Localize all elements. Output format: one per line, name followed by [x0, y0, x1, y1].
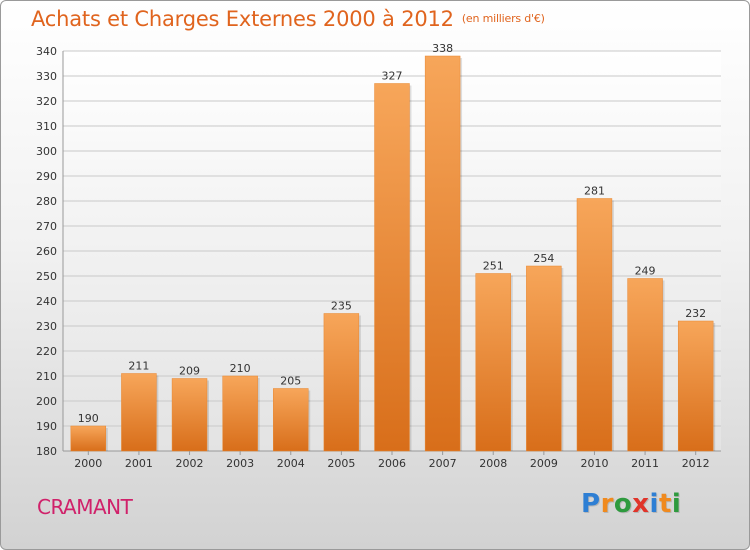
x-tick-label: 2004 [277, 457, 305, 470]
x-tick-label: 2001 [125, 457, 153, 470]
y-tick-label: 240 [36, 295, 57, 308]
logo-letter: t [658, 489, 672, 519]
x-tick-label: 2012 [682, 457, 710, 470]
data-label: 254 [533, 252, 554, 265]
bar-2000 [70, 425, 107, 452]
bar-2011 [627, 278, 663, 452]
bar-2005 [323, 313, 360, 452]
x-tick-label: 2008 [479, 457, 507, 470]
x-tick-label: 2002 [176, 457, 204, 470]
y-tick-label: 200 [36, 395, 57, 408]
y-tick-label: 280 [36, 195, 57, 208]
data-label: 205 [280, 375, 301, 388]
y-tick-label: 330 [36, 70, 57, 83]
chart-title-text: Achats et Charges Externes 2000 à 2012 [31, 7, 454, 31]
y-tick-label: 290 [36, 170, 57, 183]
y-tick-label: 220 [36, 345, 57, 358]
data-labels: 190 211 209 210 205 235 327 338 251 254 281 249 232 [78, 42, 706, 425]
x-tick-label: 2007 [429, 457, 457, 470]
data-label: 235 [331, 300, 352, 313]
x-tick-label: 2009 [530, 457, 558, 470]
bar-2002 [171, 378, 208, 452]
logo-letter: i [671, 489, 682, 519]
logo-letter: o [613, 489, 633, 519]
bar-2012 [677, 320, 714, 452]
place-name: CRAMANT [37, 495, 133, 519]
x-tick-label: 2010 [580, 457, 608, 470]
data-label: 232 [685, 307, 706, 320]
logo-letter: P [581, 489, 601, 519]
y-tick-label: 230 [36, 320, 57, 333]
data-label: 210 [230, 362, 251, 375]
y-tick-label: 260 [36, 245, 57, 258]
data-label: 190 [78, 412, 99, 425]
y-tick-label: 180 [36, 445, 57, 458]
bar-2007 [424, 55, 461, 452]
x-tick-label: 2011 [631, 457, 659, 470]
data-label: 327 [382, 70, 403, 83]
y-tick-label: 190 [36, 420, 57, 433]
y-tick-label: 340 [36, 45, 57, 58]
data-label: 209 [179, 365, 200, 378]
y-tick-label: 300 [36, 145, 57, 158]
bar-2006 [374, 83, 410, 452]
x-tick-label: 2006 [378, 457, 406, 470]
chart-title: Achats et Charges Externes 2000 à 2012 (e… [31, 7, 545, 31]
bars [70, 55, 716, 452]
data-label: 211 [128, 360, 149, 373]
y-tick-label: 310 [36, 120, 57, 133]
data-label: 251 [483, 260, 504, 273]
y-axis-tick-labels: 180 190 200 210 220 230 240 250 260 270 280 290 300 3… [36, 45, 57, 458]
data-label: 338 [432, 42, 453, 55]
data-label: 281 [584, 185, 605, 198]
y-tick-label: 210 [36, 370, 57, 383]
chart-unit: (en milliers d'€) [461, 12, 545, 25]
x-tick-label: 2005 [327, 457, 355, 470]
y-tick-label: 270 [36, 220, 57, 233]
bar-2008 [475, 273, 511, 452]
proxiti-logo: Proxiti [581, 489, 681, 519]
bar-2010 [576, 198, 613, 452]
y-tick-label: 250 [36, 270, 57, 283]
x-tick-label: 2000 [74, 457, 102, 470]
bar-2001 [121, 373, 157, 452]
bar-2004 [273, 388, 309, 452]
bar-2003 [222, 375, 258, 452]
x-tick-label: 2003 [226, 457, 254, 470]
y-tick-label: 320 [36, 95, 57, 108]
logo-letter: i [649, 489, 659, 519]
logo-letter: r [600, 489, 614, 519]
bar-2009 [526, 265, 562, 452]
x-axis-tick-labels: 2000 2001 2002 2003 2004 2005 2006 2007 2008 2009… [74, 451, 710, 470]
data-label: 249 [635, 265, 656, 278]
logo-letter: x [632, 489, 650, 519]
